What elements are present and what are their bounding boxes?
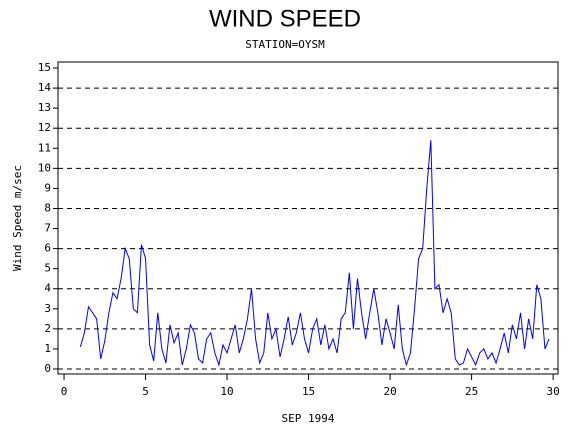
y-tick-label: 13 (38, 101, 51, 114)
y-tick-label: 7 (44, 222, 51, 235)
y-tick-label: 9 (44, 181, 51, 194)
x-axis-label: SEP 1994 (282, 412, 335, 425)
x-tick-label: 30 (546, 385, 559, 398)
x-tick-label: 5 (142, 385, 149, 398)
y-tick-label: 5 (44, 262, 51, 275)
y-tick-label: 11 (38, 141, 51, 154)
y-tick-label: 3 (44, 302, 51, 315)
chart-subtitle: STATION=OYSM (245, 38, 325, 51)
y-tick-label: 8 (44, 201, 51, 214)
y-tick-label: 0 (44, 362, 51, 375)
chart-title: WIND SPEED (209, 5, 361, 32)
y-tick-label: 1 (44, 342, 51, 355)
y-tick-label: 14 (38, 81, 52, 94)
plot-frame (57, 61, 559, 375)
y-tick-label: 10 (38, 161, 51, 174)
y-tick-label: 4 (44, 282, 51, 295)
x-tick-label: 15 (302, 385, 315, 398)
x-tick-label: 0 (61, 385, 68, 398)
y-axis-label: Wind Speed m/sec (11, 165, 24, 271)
x-tick-label: 10 (220, 385, 233, 398)
y-tick-label: 12 (38, 121, 51, 134)
y-tick-label: 15 (38, 61, 51, 74)
x-tick-label: 25 (465, 385, 478, 398)
data-line (79, 140, 550, 367)
y-tick-label: 2 (44, 322, 51, 335)
x-tick-label: 20 (383, 385, 396, 398)
y-tick-label: 6 (44, 242, 51, 255)
